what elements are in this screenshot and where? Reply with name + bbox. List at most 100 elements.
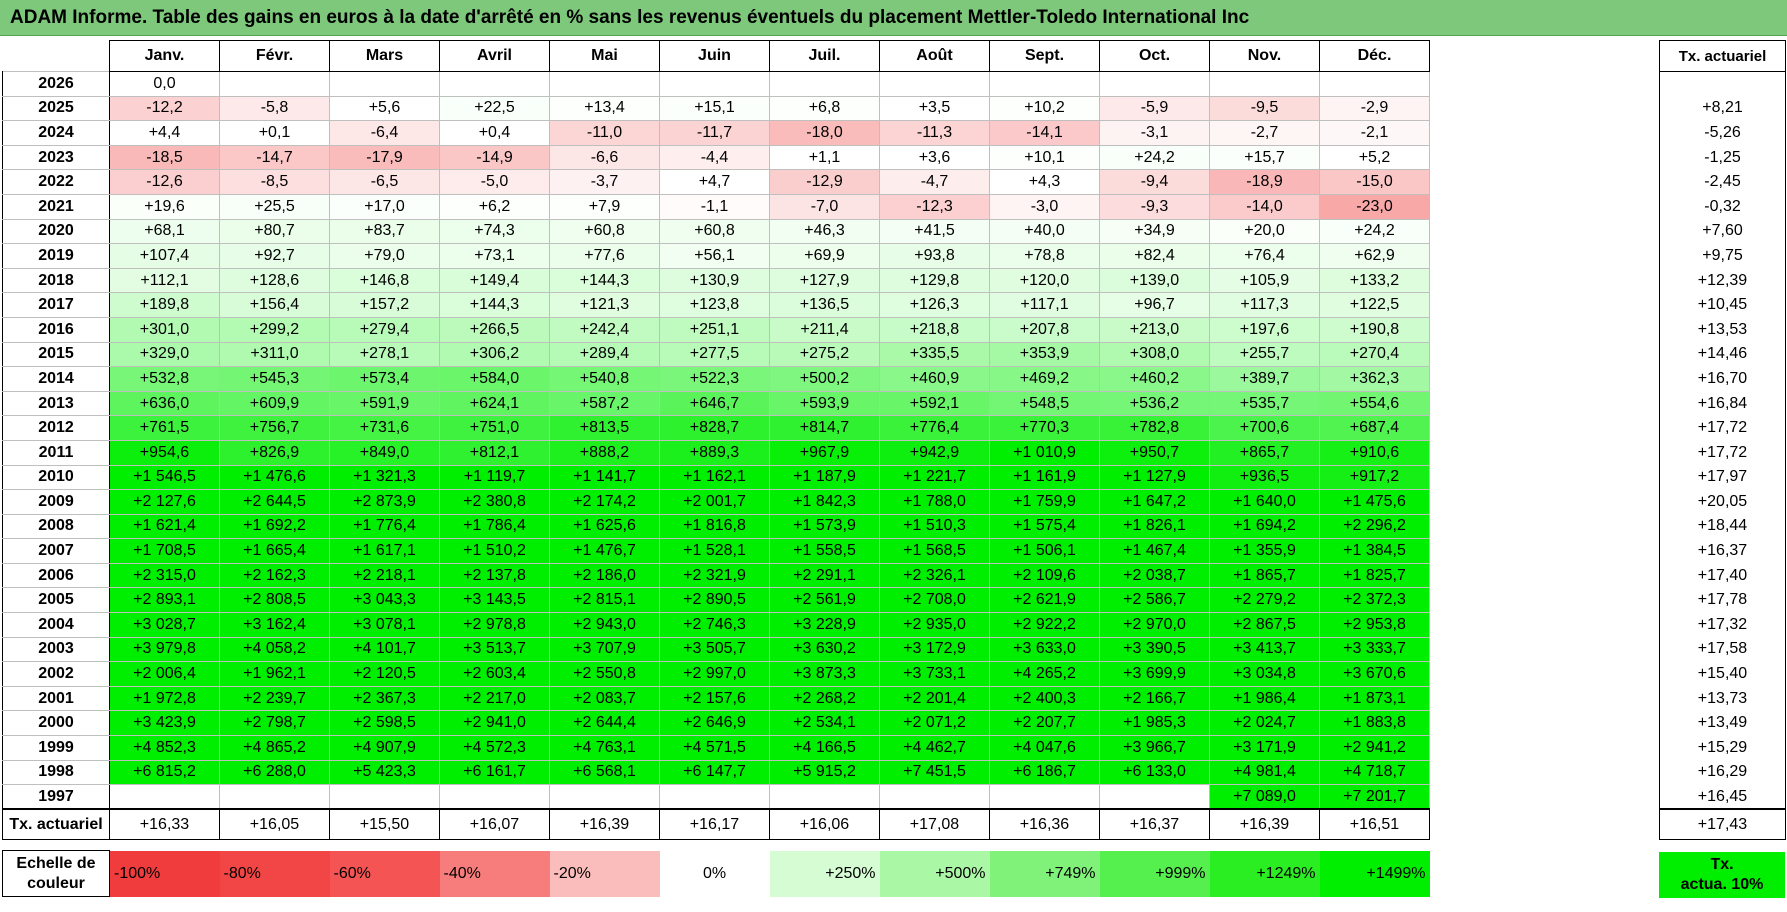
gain-cell: +2 400,3	[989, 685, 1100, 712]
gain-cell: +80,7	[219, 218, 330, 245]
gain-cell: +3 699,9	[1099, 661, 1210, 687]
gain-cell: +3,5	[879, 95, 990, 122]
rate-cell: +17,72	[1659, 415, 1786, 441]
gain-cell: +536,2	[1099, 390, 1210, 417]
gain-cell: +1 506,1	[989, 538, 1100, 564]
gain-cell: +1 825,7	[1319, 562, 1430, 589]
table-row: 2018 +112,1 +128,6 +146,8 +149,4 +144,3 +130,9…	[2, 267, 1430, 294]
gain-cell: +1 119,7	[439, 464, 550, 491]
gain-cell: +34,9	[1099, 218, 1210, 245]
gain-cell: +1 883,8	[1319, 710, 1430, 737]
gain-cell: +609,9	[219, 390, 330, 417]
rate-table: Tx. actuariel +8,21 -5,26 -1,25 -2,45 -0,32 +…	[1659, 40, 1786, 840]
gain-cell: +2 534,1	[769, 710, 880, 737]
gain-cell: +1 558,5	[769, 538, 880, 564]
gain-cell: +146,8	[329, 267, 440, 294]
gain-cell: +82,4	[1099, 243, 1210, 269]
gain-cell: +2 279,2	[1209, 587, 1320, 614]
gain-cell: +1 528,1	[659, 538, 770, 564]
gain-cell: +4 718,7	[1319, 759, 1430, 786]
gain-cell: +1 141,7	[549, 464, 660, 491]
gain-cell: +3 733,1	[879, 661, 990, 687]
gain-cell: +1 221,7	[879, 464, 990, 491]
rate-cell: +17,58	[1659, 637, 1786, 662]
rate-cell: +17,40	[1659, 563, 1786, 588]
gain-cell: +144,3	[439, 292, 550, 318]
gain-cell: +1 546,5	[109, 464, 220, 491]
gain-cell: +535,7	[1209, 390, 1320, 417]
year-cell: 2013	[2, 390, 110, 417]
gain-cell: +2 603,4	[439, 661, 550, 687]
gain-cell: +2 321,9	[659, 562, 770, 589]
gain-cell: +1 476,7	[549, 538, 660, 564]
report-title: ADAM Informe. Table des gains en euros à…	[0, 0, 1787, 36]
gain-cell: +1 826,1	[1099, 513, 1210, 540]
year-cell: 2001	[2, 685, 110, 712]
rate-cell: +17,32	[1659, 612, 1786, 638]
gain-cell: +814,7	[769, 415, 880, 441]
summary-cell: +16,39	[1209, 808, 1320, 840]
gain-cell: +770,3	[989, 415, 1100, 441]
gain-cell: +4 058,2	[219, 636, 330, 663]
gain-cell: -4,7	[879, 169, 990, 195]
gain-cell: +3 143,5	[439, 587, 550, 614]
gain-cell: +1 575,4	[989, 513, 1100, 540]
gain-cell	[219, 784, 330, 811]
gain-cell: +136,5	[769, 292, 880, 318]
table-row: 1999 +4 852,3 +4 865,2 +4 907,9 +4 572,3 +4 7…	[2, 735, 1430, 761]
gain-cell: +2 380,8	[439, 489, 550, 515]
gain-cell: +329,0	[109, 341, 220, 368]
table-row: 2017 +189,8 +156,4 +157,2 +144,3 +121,3 +123,8…	[2, 292, 1430, 318]
gain-cell: +4 571,5	[659, 735, 770, 761]
gain-cell: +149,4	[439, 267, 550, 294]
gain-cell: -9,3	[1099, 193, 1210, 220]
gain-cell: -14,0	[1209, 193, 1320, 220]
color-scale-item: -80%	[219, 850, 330, 897]
gain-cell: +4 462,7	[879, 735, 990, 761]
summary-cell: +16,07	[439, 808, 550, 840]
gain-cell: -6,6	[549, 144, 660, 171]
rate-cell: +7,60	[1659, 219, 1786, 244]
gain-cell: +2 207,7	[989, 710, 1100, 737]
gain-cell: +6 186,7	[989, 759, 1100, 786]
color-scale-item: -100%	[109, 850, 220, 897]
gain-cell: -5,0	[439, 169, 550, 195]
gain-cell: +122,5	[1319, 292, 1430, 318]
gain-cell: +828,7	[659, 415, 770, 441]
gain-cell: +270,4	[1319, 341, 1430, 368]
gain-cell: +24,2	[1319, 218, 1430, 245]
summary-cell: +17,08	[879, 808, 990, 840]
year-cell: 2005	[2, 587, 110, 614]
gain-cell: +7 201,7	[1319, 784, 1430, 811]
table-row: 1997 +7 089,0 +7 201,7	[2, 784, 1430, 811]
gain-cell: +687,4	[1319, 415, 1430, 441]
month-header: Sept.	[989, 40, 1100, 72]
gain-cell: +954,6	[109, 439, 220, 466]
gain-cell: -5,8	[219, 95, 330, 122]
gain-cell: +646,7	[659, 390, 770, 417]
gain-cell: +3 078,1	[329, 612, 440, 638]
gain-cell: +1 776,4	[329, 513, 440, 540]
table-row: 2014 +532,8 +545,3 +573,4 +584,0 +540,8 +522,3…	[2, 366, 1430, 392]
gain-cell: -6,5	[329, 169, 440, 195]
gain-cell: -18,5	[109, 144, 220, 171]
gain-cell: +2 935,0	[879, 612, 990, 638]
gain-cell: +540,8	[549, 366, 660, 392]
gain-cell: +279,4	[329, 316, 440, 343]
gain-cell: +76,4	[1209, 243, 1320, 269]
gain-cell: +2 024,7	[1209, 710, 1320, 737]
gain-cell: +299,2	[219, 316, 330, 343]
table-row: 2019 +107,4 +92,7 +79,0 +73,1 +77,6 +56,1 +69,9…	[2, 243, 1430, 269]
gain-cell: +1 865,7	[1209, 562, 1320, 589]
summary-cell: +16,17	[659, 808, 770, 840]
gain-cell: +554,6	[1319, 390, 1430, 417]
gain-cell: +1 759,9	[989, 489, 1100, 515]
gain-cell: +3 390,5	[1099, 636, 1210, 663]
month-header: Mai	[549, 40, 660, 72]
gain-cell: +1 161,9	[989, 464, 1100, 491]
year-cell: 2022	[2, 169, 110, 195]
gain-cell: +1 568,5	[879, 538, 990, 564]
gain-cell: +591,9	[329, 390, 440, 417]
gain-cell: +20,0	[1209, 218, 1320, 245]
gain-cell: +3 172,9	[879, 636, 990, 663]
